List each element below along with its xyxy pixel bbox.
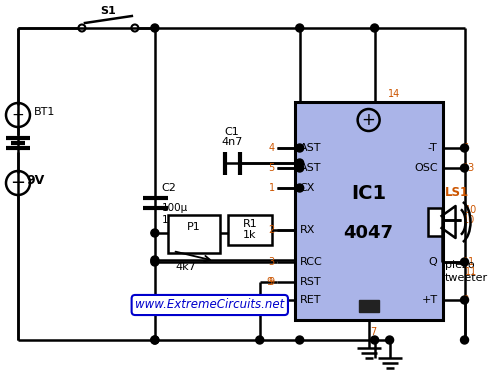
Text: 13: 13 (462, 163, 475, 173)
Text: 8: 8 (462, 295, 468, 305)
Circle shape (151, 336, 159, 344)
Circle shape (296, 159, 304, 167)
Text: 100μ: 100μ (162, 203, 188, 213)
Circle shape (460, 164, 468, 172)
Text: Q: Q (429, 215, 438, 225)
Text: -T: -T (428, 143, 438, 153)
Text: C1: C1 (224, 127, 239, 137)
Text: 1: 1 (268, 183, 274, 193)
Text: 15V: 15V (162, 215, 182, 225)
Text: piezo: piezo (444, 260, 474, 270)
Text: 12: 12 (262, 295, 274, 305)
Text: 11: 11 (462, 257, 475, 267)
Circle shape (296, 144, 304, 152)
Text: 9V: 9V (26, 174, 44, 187)
Circle shape (296, 184, 304, 192)
Circle shape (460, 258, 468, 266)
Text: −: − (10, 174, 26, 192)
Circle shape (460, 144, 468, 152)
Text: CX: CX (300, 183, 315, 193)
Circle shape (151, 336, 159, 344)
Text: 3: 3 (268, 257, 274, 267)
Bar (428, 208, 442, 236)
Text: R1: R1 (242, 219, 257, 229)
Text: 9: 9 (266, 277, 272, 287)
Text: 11: 11 (464, 267, 477, 277)
Text: 4047: 4047 (344, 224, 394, 242)
Circle shape (256, 296, 264, 304)
Circle shape (460, 296, 468, 304)
Circle shape (151, 256, 159, 264)
Text: LS1: LS1 (444, 187, 468, 200)
Text: 4: 4 (268, 143, 274, 153)
Bar (228, 215, 272, 245)
Text: P1: P1 (187, 222, 200, 232)
Circle shape (370, 24, 378, 32)
Text: OSC: OSC (414, 163, 438, 173)
Text: +T: +T (422, 295, 438, 305)
Circle shape (296, 24, 304, 32)
Text: 12: 12 (260, 295, 272, 305)
Text: 7: 7 (370, 327, 377, 337)
Bar (168, 215, 220, 253)
Text: 10: 10 (464, 205, 477, 215)
Text: C2: C2 (162, 183, 176, 193)
Bar (294, 102, 442, 320)
Text: 9: 9 (268, 277, 274, 287)
Text: RET: RET (300, 295, 321, 305)
Text: 2: 2 (268, 225, 274, 235)
Circle shape (296, 164, 304, 172)
Text: S1: S1 (100, 6, 116, 16)
Text: 5: 5 (268, 163, 274, 173)
Text: 6: 6 (462, 143, 468, 153)
Text: 10: 10 (462, 215, 475, 225)
Circle shape (151, 24, 159, 32)
Text: +: + (362, 111, 376, 129)
Text: RST: RST (300, 277, 322, 287)
Text: AST: AST (300, 143, 321, 153)
Text: Q: Q (429, 257, 438, 267)
Circle shape (296, 336, 304, 344)
Bar (358, 300, 378, 312)
Text: 4k7: 4k7 (176, 262, 197, 272)
Text: 14: 14 (388, 89, 400, 99)
Text: +: + (12, 108, 24, 122)
Text: RX: RX (300, 225, 315, 235)
Circle shape (256, 336, 264, 344)
Circle shape (370, 336, 378, 344)
Text: BT1: BT1 (34, 107, 56, 117)
Text: RCC: RCC (300, 257, 322, 267)
Circle shape (460, 336, 468, 344)
Text: www.ExtremeCircuits.net: www.ExtremeCircuits.net (135, 298, 284, 311)
Circle shape (151, 258, 159, 266)
Text: 4n7: 4n7 (221, 137, 242, 147)
Text: AST: AST (300, 163, 321, 173)
Text: tweeter: tweeter (444, 273, 488, 283)
Circle shape (386, 336, 394, 344)
Text: IC1: IC1 (351, 184, 386, 203)
Circle shape (151, 229, 159, 237)
Text: 1k: 1k (243, 230, 256, 240)
